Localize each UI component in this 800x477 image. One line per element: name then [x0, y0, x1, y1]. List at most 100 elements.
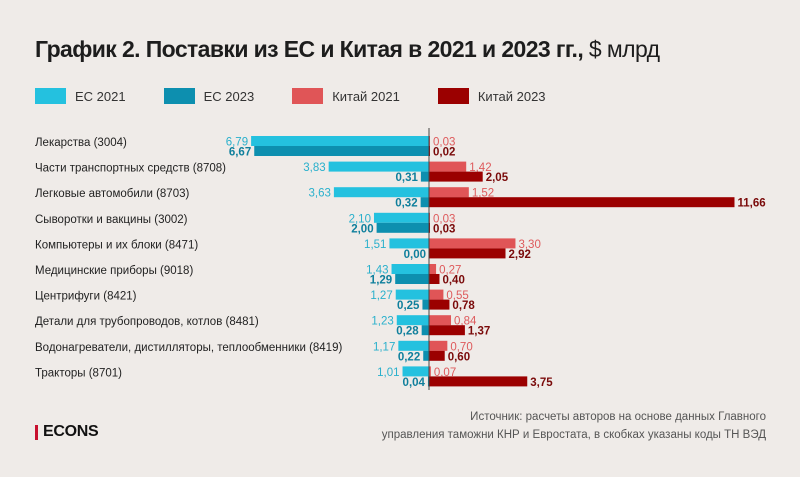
bar-eu-2023 [423, 350, 429, 361]
bar-eu-2021 [396, 315, 429, 326]
bar-china-2021 [429, 264, 437, 274]
value-label-eu-2021: 1,01 [377, 367, 399, 379]
bar-eu-2021 [389, 238, 429, 249]
bar-eu-2021 [333, 187, 429, 198]
category-label: Медицинские приборы (9018) [35, 265, 193, 277]
value-label-eu-2021: 3,63 [309, 188, 331, 200]
value-label-china-2021: 1,42 [469, 162, 491, 174]
category-label: Водонагреватели, дистилляторы, теплообме… [35, 342, 342, 354]
category-label: Центрифуги (8421) [35, 291, 137, 303]
bar-china-2021 [429, 315, 452, 326]
source-line-2: управления таможни КНР и Евростата, в ск… [381, 429, 766, 441]
bar-china-2023 [429, 376, 528, 387]
value-label-china-2021: 0,55 [446, 290, 468, 302]
value-label-eu-2021: 6,79 [226, 137, 248, 149]
bar-china-2023 [429, 197, 735, 208]
chart-title-unit: $ млрд [583, 36, 660, 62]
bar-china-2021 [429, 187, 469, 198]
bar-eu-2023 [422, 299, 429, 310]
value-label-eu-2021: 1,17 [373, 341, 395, 353]
bar-eu-2021 [398, 340, 429, 351]
bar-eu-2021 [373, 212, 429, 223]
bar-china-2023 [429, 171, 483, 182]
legend-label-china-2023: Китай 2023 [477, 88, 546, 104]
value-label-china-2023: 3,75 [530, 377, 553, 389]
value-label-eu-2021: 1,27 [370, 290, 392, 302]
bar-eu-2023 [420, 171, 429, 182]
value-label-china-2021: 0,07 [434, 367, 456, 379]
value-label-eu-2021: 3,83 [303, 162, 325, 174]
bar-eu-2023 [254, 146, 429, 156]
value-label-eu-2021: 1,51 [364, 239, 386, 251]
category-label: Компьютеры и их блоки (8471) [35, 239, 198, 251]
legend-item-china-2021: Китай 2021 [292, 88, 400, 104]
value-label-china-2023: 0,40 [442, 275, 464, 287]
bar-china-2023 [429, 299, 450, 310]
bar-china-2021 [429, 340, 448, 351]
legend-label-eu-2021: ЕС 2021 [75, 88, 126, 104]
value-label-china-2021: 3,30 [518, 239, 540, 251]
category-label: Детали для трубопроводов, котлов (8481) [35, 316, 259, 328]
logo-text: ECONS [43, 423, 99, 440]
bar-china-2021 [429, 238, 516, 249]
legend-label-china-2021: Китай 2021 [332, 88, 400, 104]
category-row: Части транспортных средств (8708) 3,83 0,3… [35, 161, 509, 184]
chart-title: График 2. Поставки из ЕС и Китая в 2021 … [35, 36, 660, 63]
bar-eu-2021 [391, 264, 429, 274]
category-label: Части транспортных средств (8708) [35, 163, 226, 175]
econs-logo: ECONS [35, 423, 99, 441]
category-row: Сыворотки и вакцины (3002) 2,102,00 0,030,… [35, 212, 455, 235]
value-label-eu-2021: 1,43 [366, 265, 388, 277]
value-label-eu-2023: 2,00 [351, 223, 373, 235]
bar-china-2023 [429, 350, 445, 361]
legend-swatch-eu-2021 [35, 88, 66, 104]
legend-item-eu-2021: ЕС 2021 [35, 88, 126, 104]
legend-swatch-china-2023 [437, 88, 469, 104]
category-row: Лекарства (3004) 6,796,67 0,030,02 [35, 136, 455, 159]
legend-swatch-eu-2023 [163, 88, 195, 104]
value-label-eu-2023: 0,31 [395, 172, 418, 184]
bar-eu-2021 [395, 289, 429, 300]
category-label: Сыворотки и вакцины (3002) [35, 214, 188, 226]
category-label: Тракторы (8701) [35, 367, 122, 379]
value-label-china-2023: 0,02 [433, 147, 455, 159]
category-row: Водонагреватели, дистилляторы, теплообме… [35, 340, 473, 363]
value-label-china-2023: 2,05 [486, 172, 509, 184]
value-label-china-2023: 0,60 [448, 351, 470, 363]
legend: ЕС 2021 ЕС 2023 Китай 2021 Китай 2023 [35, 88, 584, 104]
value-label-eu-2023: 0,22 [398, 351, 420, 363]
bar-eu-2023 [421, 325, 429, 336]
bar-china-2023 [429, 325, 465, 336]
bar-eu-2023 [420, 197, 429, 208]
value-label-china-2021: 0,03 [433, 213, 455, 225]
value-label-eu-2023: 0,00 [404, 249, 426, 261]
category-row: Легковые автомобили (8703) 3,63 0,32 1,52 11… [35, 187, 766, 210]
bar-eu-2023 [395, 274, 429, 284]
category-row: Тракторы (8701) 1,01 0,04 0,07 3,75 [35, 366, 553, 389]
value-label-china-2021: 0,70 [450, 341, 472, 353]
value-label-eu-2023: 6,67 [229, 147, 251, 159]
bar-china-2023 [429, 274, 440, 284]
bar-eu-2021 [402, 366, 429, 377]
category-row: Компьютеры и их блоки (8471) 1,51 0,00 3,30… [35, 238, 541, 261]
value-label-china-2023: 0,03 [433, 223, 455, 235]
value-label-china-2021: 0,03 [433, 137, 455, 149]
bar-china-2023 [429, 248, 506, 259]
category-row: Детали для трубопроводов, котлов (8481) 1… [35, 315, 490, 338]
value-label-china-2023: 0,78 [452, 300, 475, 312]
bar-eu-2021 [251, 136, 429, 146]
value-label-china-2023: 2,92 [509, 249, 531, 261]
source-note: Источник: расчеты авторов на основе данн… [382, 408, 766, 444]
value-label-eu-2023: 1,29 [370, 275, 392, 287]
bar-china-2021 [429, 289, 444, 300]
value-label-eu-2023: 0,25 [397, 300, 420, 312]
value-label-china-2021: 0,27 [439, 265, 461, 277]
value-label-eu-2023: 0,04 [403, 377, 426, 389]
value-label-eu-2023: 0,32 [395, 198, 417, 210]
bar-china-2021 [429, 366, 431, 377]
logo-accent-bar [35, 424, 38, 440]
category-row: Центрифуги (8421) 1,27 0,25 0,550,78 [35, 289, 475, 312]
bar-eu-2021 [328, 161, 429, 172]
category-row: Медицинские приборы (9018) 1,431,29 0,270,… [35, 264, 465, 287]
